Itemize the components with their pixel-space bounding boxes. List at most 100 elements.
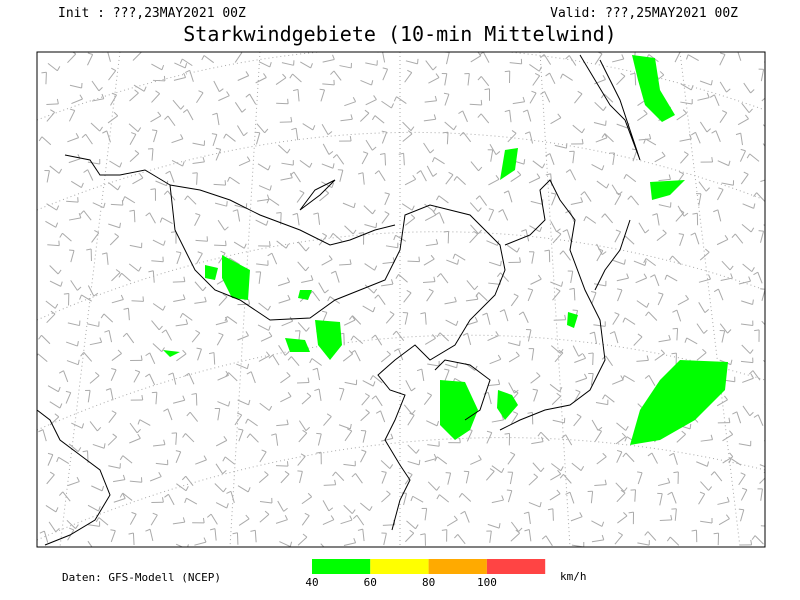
wind-barb-flag — [521, 229, 527, 232]
wind-barb — [676, 328, 679, 341]
wind-barb-flag — [681, 430, 686, 435]
legend-unit: km/h — [560, 570, 587, 583]
wind-barb — [92, 443, 105, 449]
wind-area — [285, 338, 310, 352]
wind-barb — [659, 493, 663, 506]
wind-barb-flag — [479, 52, 484, 56]
wind-barb — [258, 185, 271, 191]
wind-barb — [595, 402, 608, 406]
wind-barb — [321, 123, 329, 135]
wind-barb-flag — [703, 329, 708, 334]
wind-barb — [250, 371, 256, 384]
wind-barb — [217, 374, 229, 381]
wind-barb-flag — [111, 410, 117, 414]
wind-barb — [297, 455, 306, 466]
wind-barb — [447, 472, 452, 485]
wind-barb — [465, 298, 478, 302]
wind-barb — [277, 500, 285, 512]
map-area — [36, 51, 774, 548]
wind-barb — [132, 52, 142, 61]
wind-barb-flag — [407, 130, 413, 135]
wind-barb — [760, 179, 765, 182]
wind-barb — [316, 368, 321, 381]
wind-barb — [615, 436, 627, 445]
wind-barb — [70, 250, 75, 263]
wind-barb — [625, 235, 635, 245]
wind-barb — [525, 229, 530, 242]
wind-barb-flag — [145, 373, 150, 378]
wind-barb — [62, 232, 72, 242]
wind-barb-flag — [704, 308, 710, 313]
wind-barb — [172, 521, 185, 525]
wind-barb — [151, 148, 154, 161]
wind-barb-flag — [753, 203, 756, 209]
wind-barb — [407, 414, 415, 426]
wind-area — [205, 265, 218, 280]
wind-barb — [344, 225, 354, 235]
wind-barb — [666, 274, 678, 282]
wind-barb-flag — [94, 230, 100, 234]
wind-barb — [280, 177, 293, 181]
wind-barb — [585, 216, 597, 224]
wind-barb-flag — [753, 192, 757, 197]
wind-barb — [46, 313, 56, 324]
wind-barb — [214, 244, 227, 247]
wind-barb — [721, 182, 734, 186]
wind-barb — [108, 330, 113, 343]
wind-barb-flag — [134, 89, 139, 94]
wind-barb-flag — [410, 214, 416, 219]
wind-barb-flag — [678, 171, 684, 175]
wind-barb — [150, 514, 158, 526]
wind-barb — [46, 170, 50, 183]
wind-barb — [507, 244, 518, 253]
wind-barb — [698, 181, 707, 192]
wind-barb — [323, 484, 336, 486]
wind-barb — [107, 436, 118, 446]
wind-barb — [487, 335, 499, 342]
wind-barb — [467, 333, 472, 345]
wind-barb — [438, 195, 449, 204]
wind-barb — [169, 171, 175, 183]
wind-barb-flag — [658, 292, 664, 295]
wind-barb-flag — [645, 311, 649, 317]
wind-barb-flag — [644, 229, 650, 234]
wind-barb-flag — [293, 88, 299, 92]
wind-barb-flag — [283, 507, 288, 512]
wind-barb-flag — [770, 273, 774, 276]
wind-barb-flag — [436, 332, 441, 338]
wind-barb-flag — [309, 358, 313, 364]
wind-barb-flag — [175, 450, 181, 453]
wind-barb — [717, 209, 722, 222]
wind-barb-flag — [504, 70, 510, 73]
wind-barb — [381, 472, 387, 484]
wind-barb — [312, 290, 321, 302]
wind-barb-flag — [286, 371, 291, 377]
wind-barb — [722, 434, 733, 442]
wind-barb — [562, 73, 573, 81]
wind-barb-flag — [407, 69, 412, 74]
wind-barb-flag — [532, 388, 538, 391]
wind-barb — [407, 444, 417, 454]
wind-barb-flag — [565, 491, 571, 495]
wind-barb — [218, 252, 226, 264]
wind-barb-flag — [728, 417, 731, 423]
wind-barb — [614, 534, 623, 545]
wind-barb-flag — [692, 212, 698, 215]
wind-barb-flag — [246, 156, 251, 162]
wind-barb — [440, 273, 449, 284]
wind-barb-flag — [182, 433, 186, 438]
wind-barb-flag — [540, 54, 545, 59]
wind-barb-flag — [750, 89, 755, 94]
wind-barb-flag — [183, 72, 187, 78]
wind-barb — [360, 451, 367, 463]
wind-barb — [300, 61, 311, 69]
wind-barb-flag — [616, 288, 623, 291]
wind-barb — [382, 52, 386, 63]
wind-barb-flag — [596, 428, 602, 432]
wind-barb — [49, 165, 60, 174]
wind-barb-flag — [628, 511, 634, 514]
wind-barb — [491, 465, 502, 474]
wind-barb-flag — [358, 232, 364, 234]
wind-barb-flag — [328, 151, 334, 155]
wind-barb-flag — [59, 403, 63, 409]
